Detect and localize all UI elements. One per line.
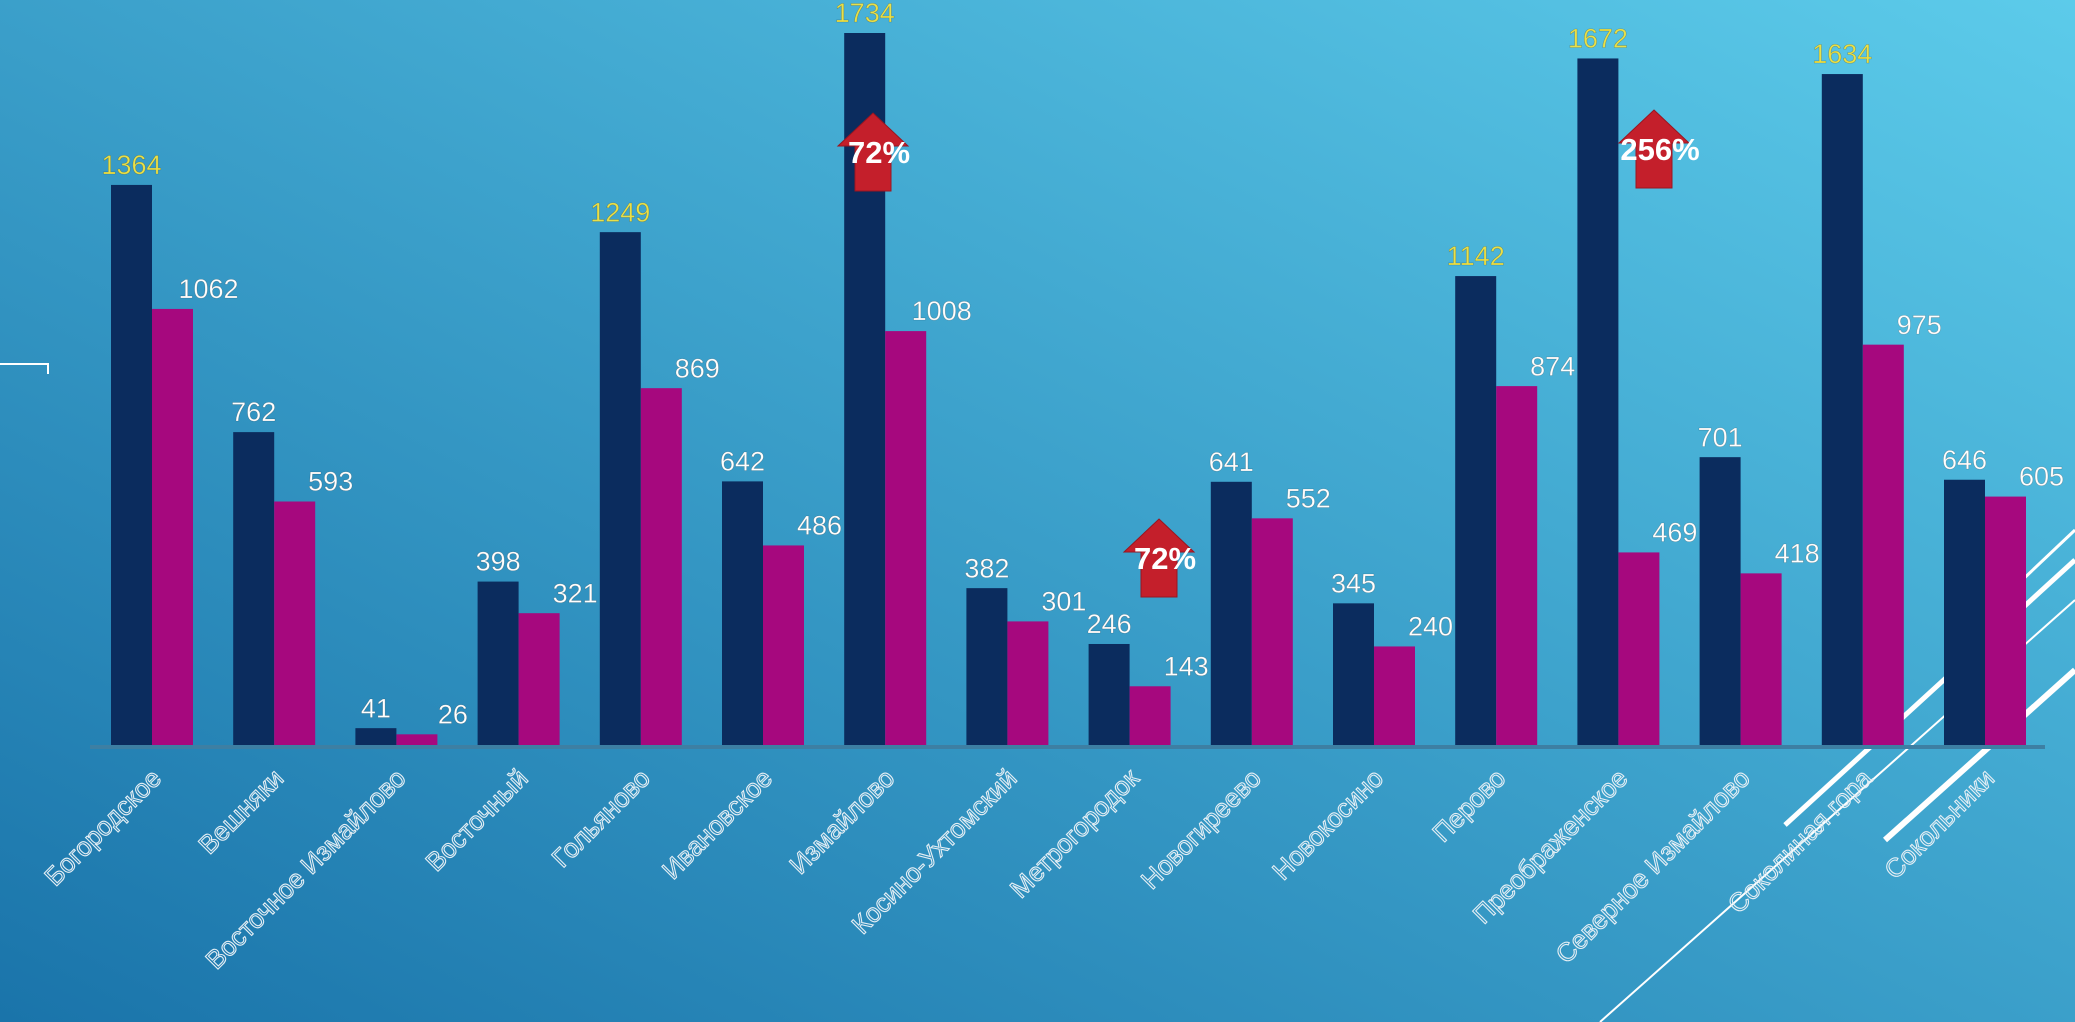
- bar: [1496, 386, 1538, 745]
- data-label: 26: [438, 699, 468, 729]
- arrow: [836, 112, 910, 192]
- bar: [1577, 58, 1619, 746]
- bar: [640, 388, 682, 745]
- bar: [763, 545, 804, 745]
- data-label: 301: [1041, 587, 1086, 617]
- bar: [233, 432, 275, 745]
- bar: [111, 184, 152, 746]
- bar: [1374, 646, 1415, 745]
- data-label: 1634: [1812, 39, 1872, 69]
- arrow: [1122, 518, 1196, 598]
- bar: [1944, 479, 1985, 745]
- data-label: 1062: [178, 274, 238, 304]
- bar: [1699, 457, 1741, 745]
- data-label: 1364: [101, 150, 161, 180]
- data-label: 486: [797, 511, 842, 541]
- bar: [1088, 643, 1130, 745]
- bar: [1007, 621, 1049, 745]
- bar: [1740, 573, 1782, 745]
- annotation: 72%: [1134, 541, 1196, 576]
- bar: [1455, 276, 1497, 745]
- data-label: 593: [308, 467, 353, 497]
- data-label: 1142: [1447, 241, 1505, 271]
- data-label: 418: [1775, 538, 1820, 568]
- bar: [518, 613, 560, 745]
- data-label: 641: [1209, 447, 1254, 477]
- data-label: 975: [1897, 310, 1942, 340]
- bar: [966, 588, 1008, 745]
- annotation: 72%: [848, 135, 910, 170]
- bar: [599, 232, 641, 745]
- data-label: 762: [231, 397, 276, 427]
- data-label: 642: [720, 447, 765, 477]
- data-label: 321: [553, 578, 598, 608]
- data-label: 398: [476, 547, 521, 577]
- data-label: 345: [1331, 568, 1376, 598]
- data-label: 1734: [835, 0, 895, 28]
- bar: [1210, 481, 1252, 745]
- annotation: 256%: [1620, 132, 1699, 167]
- data-label: 1008: [912, 296, 972, 326]
- bar: [1821, 74, 1863, 745]
- bar: [152, 308, 193, 745]
- data-label: 874: [1530, 351, 1575, 381]
- bar: [1129, 686, 1171, 745]
- data-label: 552: [1286, 483, 1331, 513]
- data-label: 382: [964, 553, 1009, 583]
- data-label: 605: [2019, 462, 2064, 492]
- data-label: 869: [675, 353, 720, 383]
- data-label: 1672: [1568, 24, 1628, 54]
- bar: [274, 501, 316, 745]
- bar: [1251, 518, 1293, 745]
- bar: [1985, 496, 2026, 745]
- data-label: 41: [361, 693, 391, 723]
- bar: [722, 481, 763, 745]
- bar: [1862, 344, 1904, 745]
- data-label: 143: [1164, 651, 1209, 681]
- bar: [396, 734, 438, 745]
- data-label: 246: [1087, 609, 1132, 639]
- arrow: [1617, 109, 1691, 189]
- data-label: 701: [1698, 422, 1743, 452]
- bar: [477, 581, 519, 745]
- bar: [355, 728, 397, 745]
- bar: [1333, 603, 1374, 745]
- data-label: 1249: [590, 197, 650, 227]
- data-label: 240: [1408, 612, 1453, 642]
- bar: [885, 331, 927, 745]
- data-label: 646: [1942, 445, 1987, 475]
- bar: [1618, 552, 1660, 745]
- data-label: 469: [1652, 518, 1697, 548]
